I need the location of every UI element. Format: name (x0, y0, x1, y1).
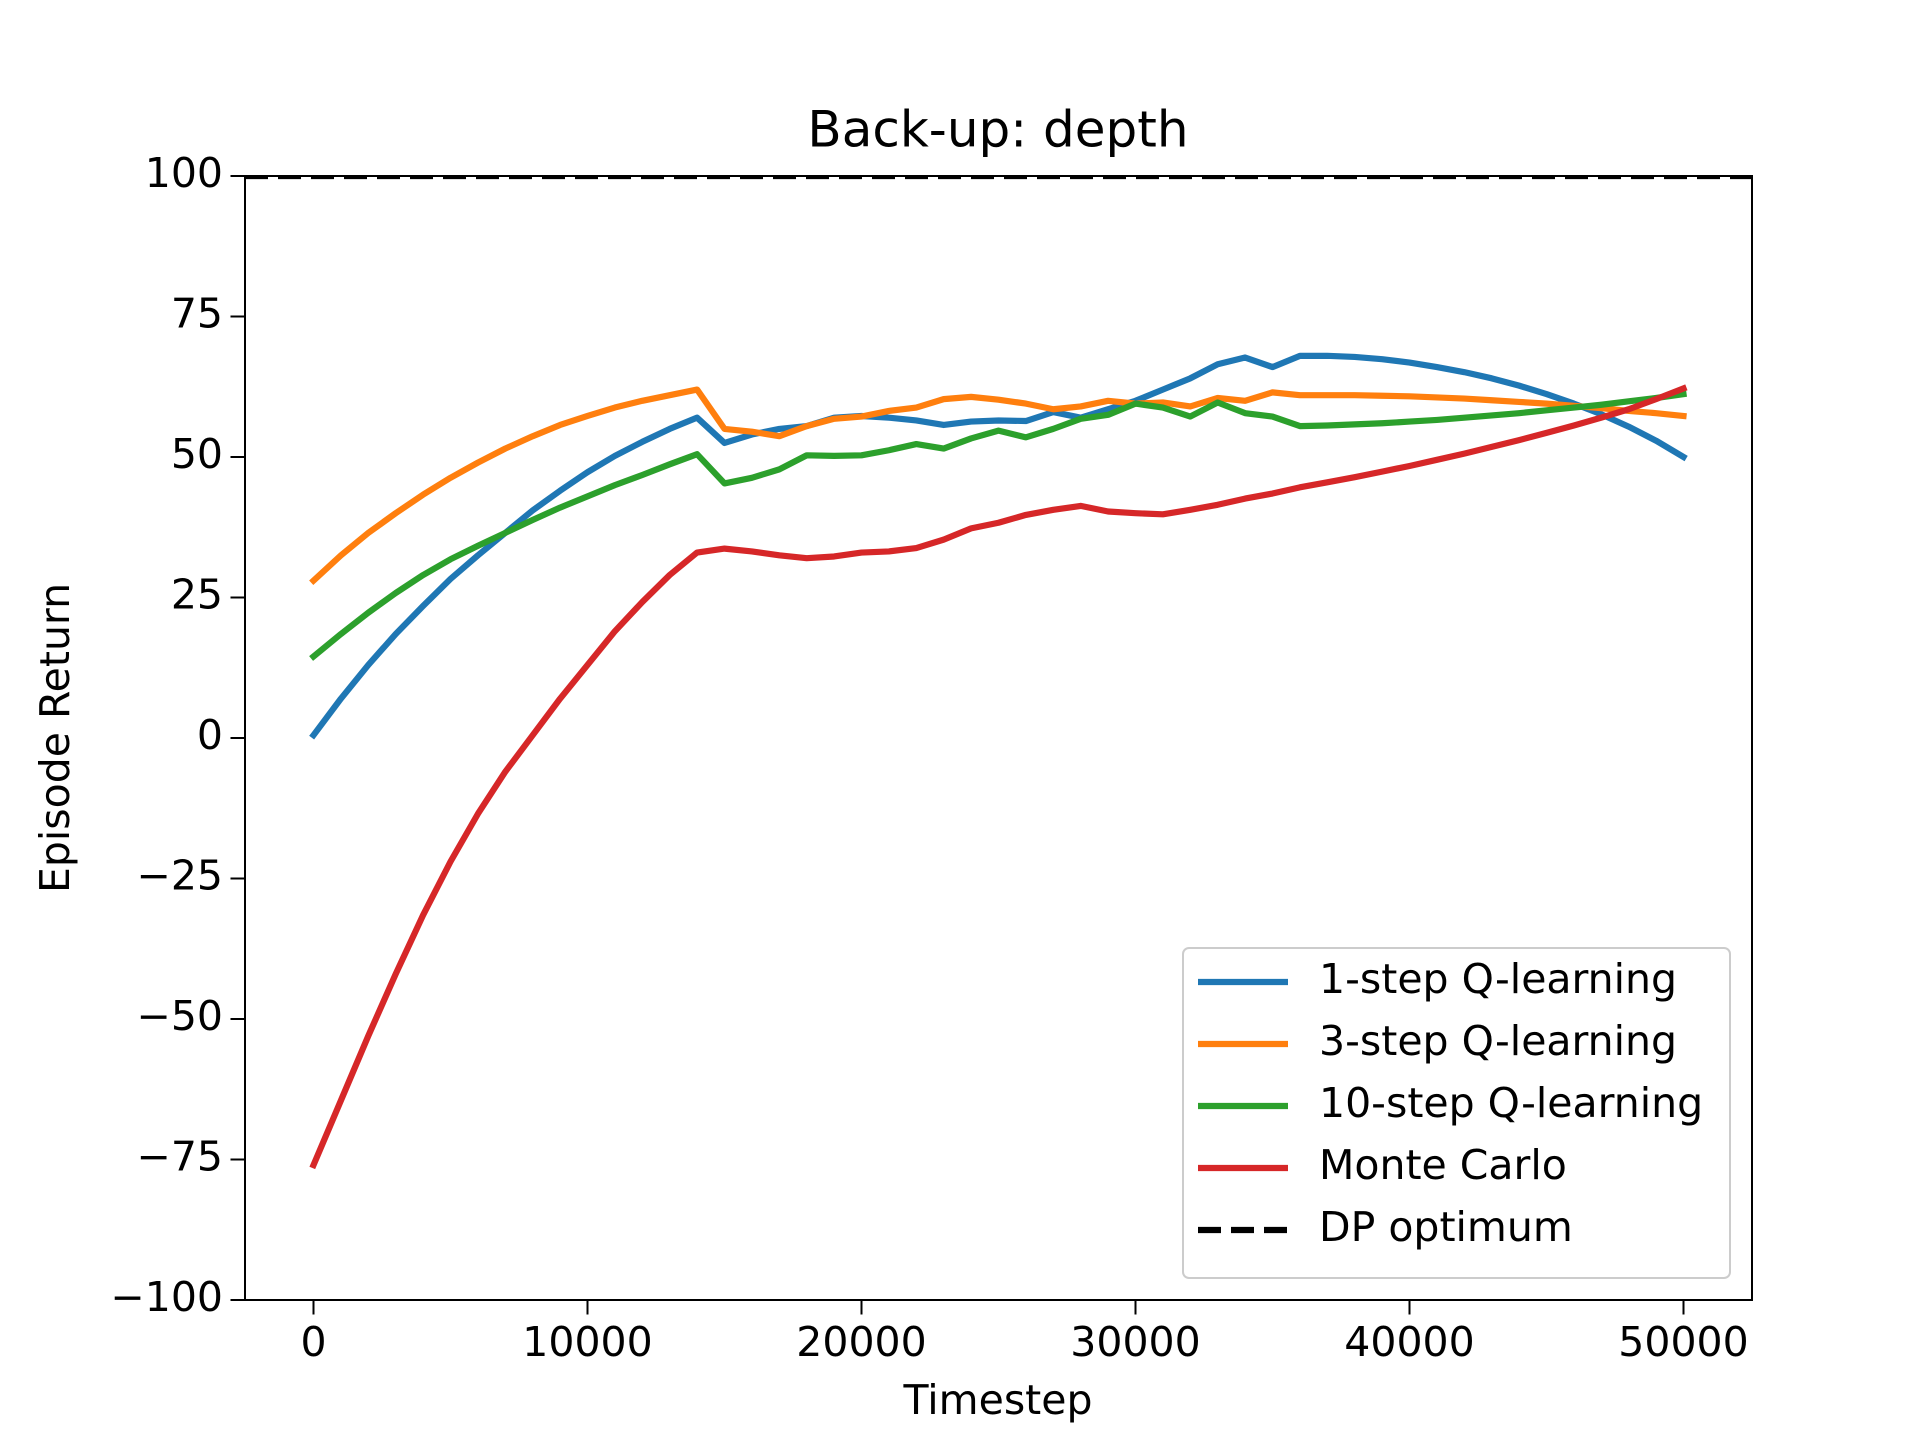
legend-label: DP optimum (1319, 1203, 1573, 1251)
legend-box (1182, 947, 1731, 1279)
chart-title: Back-up: depth (807, 101, 1188, 159)
series-line (309, 384, 1688, 1170)
y-tick-label: 50 (171, 430, 223, 478)
legend-label: Monte Carlo (1319, 1141, 1567, 1189)
legend-label: 1-step Q-learning (1319, 955, 1677, 1003)
x-tick-label: 0 (300, 1318, 326, 1366)
series-line (309, 390, 1688, 661)
x-tick-label: 10000 (522, 1318, 652, 1366)
x-tick-label: 40000 (1344, 1318, 1474, 1366)
y-tick-label: 100 (145, 149, 223, 197)
series-line (309, 352, 1688, 740)
y-tick-label: −50 (136, 992, 223, 1040)
legend-label: 3-step Q-learning (1319, 1017, 1677, 1065)
y-tick-label: −100 (110, 1273, 223, 1321)
legend-label: 10-step Q-learning (1319, 1079, 1703, 1127)
y-axis-label: Episode Return (31, 583, 79, 893)
x-tick-label: 50000 (1618, 1318, 1748, 1366)
x-axis-label: Timestep (902, 1376, 1092, 1424)
y-tick-label: −25 (136, 852, 223, 900)
y-tick-label: 25 (171, 571, 223, 619)
x-tick-label: 30000 (1070, 1318, 1200, 1366)
plot-area (245, 176, 1752, 1170)
y-tick-label: 75 (171, 290, 223, 338)
plot-frame (244, 175, 1753, 1301)
y-tick-label: −75 (136, 1133, 223, 1181)
y-tick-label: 0 (197, 711, 223, 759)
x-tick-label: 20000 (796, 1318, 926, 1366)
series-line (309, 386, 1687, 586)
